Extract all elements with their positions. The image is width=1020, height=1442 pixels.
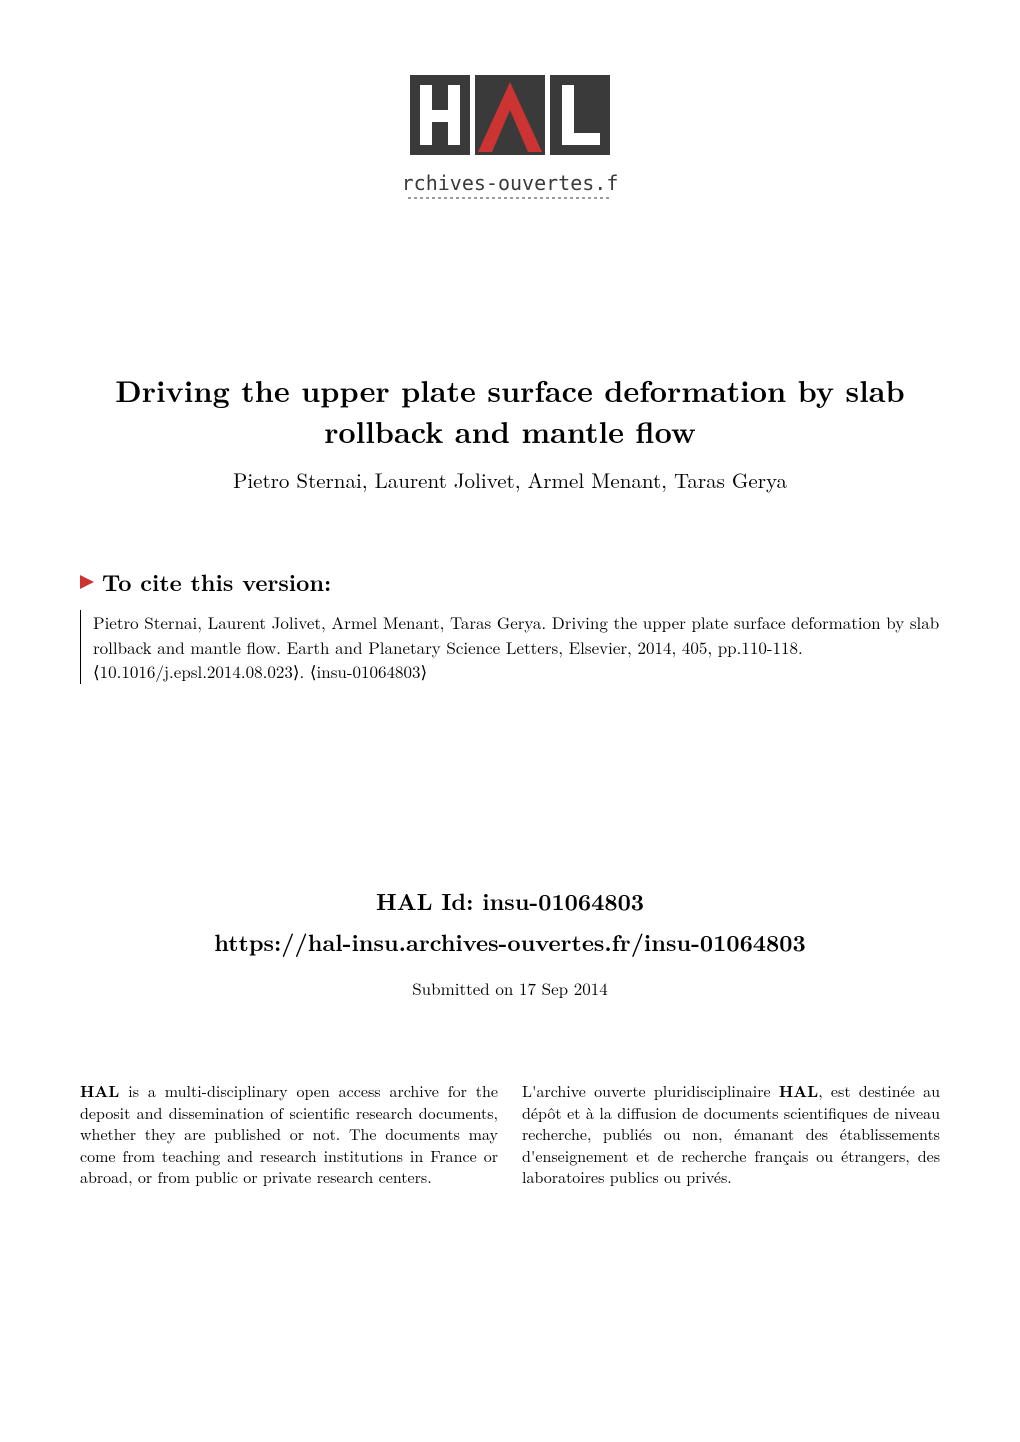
hal-id-label: HAL Id: xyxy=(376,884,482,917)
submitted-line: Submitted on 17 Sep 2014 xyxy=(80,976,940,1000)
cite-heading: To cite this version: xyxy=(102,565,331,598)
title-line-2: rollback and mantle flow xyxy=(324,409,696,452)
hal-url[interactable]: https://hal-insu.archives-ouvertes.fr/in… xyxy=(80,925,940,958)
hal-id-line: HAL Id: insu-01064803 xyxy=(80,884,940,917)
column-right: L'archive ouverte pluridisciplinaire HAL… xyxy=(522,1080,940,1188)
description-columns: HAL is a multi-disciplinary open access … xyxy=(80,1080,940,1188)
col-right-bold: HAL xyxy=(779,1079,818,1102)
title-line-1: Driving the upper plate surface deformat… xyxy=(115,368,904,411)
col-left-bold: HAL xyxy=(80,1079,119,1102)
col-right-pre: L'archive ouverte pluridisciplinaire xyxy=(522,1079,779,1102)
triangle-icon xyxy=(80,575,94,589)
hal-logo-container: archives-ouvertes.fr xyxy=(80,70,940,220)
col-left-post: is a multi-disciplinary open access arch… xyxy=(80,1079,498,1188)
authors-line: Pietro Sternai, Laurent Jolivet, Armel M… xyxy=(80,465,940,495)
hal-logo: archives-ouvertes.fr xyxy=(400,70,620,220)
citation-block: Pietro Sternai, Laurent Jolivet, Armel M… xyxy=(80,610,940,684)
hal-id-value: insu-01064803 xyxy=(482,884,644,917)
logo-subtext: archives-ouvertes.fr xyxy=(400,171,620,195)
column-left: HAL is a multi-disciplinary open access … xyxy=(80,1080,498,1188)
cite-heading-row: To cite this version: xyxy=(80,565,940,598)
paper-title: Driving the upper plate surface deformat… xyxy=(80,370,940,451)
